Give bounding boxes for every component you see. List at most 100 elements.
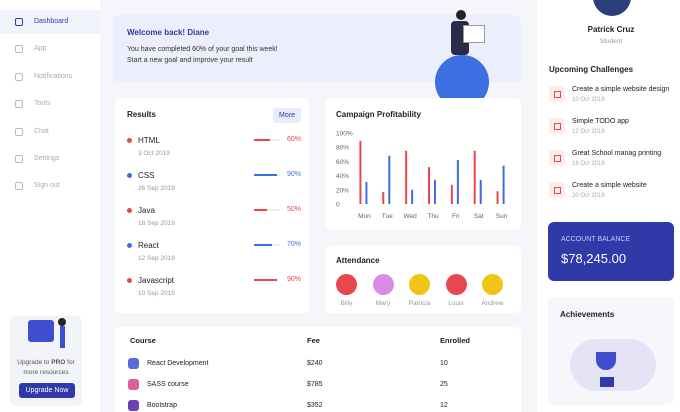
y-tick-label: 100% [336, 131, 353, 138]
nav-item[interactable]: App [34, 45, 47, 53]
result-percent: 70% [286, 241, 301, 248]
result-percent: 90% [286, 276, 301, 283]
nav-item[interactable]: Tools [34, 100, 51, 108]
column-header: Fee [307, 336, 320, 345]
result-dot [127, 138, 132, 143]
attendee-name: Mary [375, 300, 391, 307]
x-tick-label: Thu [427, 213, 439, 220]
column-header: Enrolled [440, 336, 471, 345]
profile-name: Patrick Cruz [587, 25, 635, 34]
x-tick-label: Fri [452, 213, 460, 220]
challenge-icon [549, 118, 565, 134]
course-enrolled: 25 [440, 381, 448, 388]
course-icon [128, 358, 139, 369]
progress-track [254, 209, 280, 211]
courses-table: Course Fee Enrolled React Development $240 10… [115, 327, 521, 412]
x-tick-label: Wed [404, 213, 418, 220]
result-percent: 60% [286, 136, 301, 143]
balance-amount: $78,245.00 [561, 251, 627, 266]
more-button[interactable]: More [273, 108, 301, 123]
nav-icon [15, 100, 23, 109]
bar [473, 150, 476, 204]
challenge-icon [554, 187, 561, 194]
achievements-illustration [596, 352, 616, 370]
welcome-banner: Welcome back! Diane You have completed 6… [113, 10, 521, 109]
nav-icon [15, 72, 23, 81]
y-tick-label: 0 [336, 202, 340, 209]
sidebar: Upgrade to PRO for more resources Upgrad… [0, 0, 100, 412]
avatar [336, 274, 357, 295]
results-card: Results More HTML 3 Oct 2019 60% CSS 26 Sep … [115, 98, 309, 313]
welcome-illustration [463, 25, 485, 43]
attendee-name: Patricia [408, 300, 431, 307]
bar [365, 181, 368, 204]
result-dot [127, 208, 132, 213]
attendee-name: Andrew [481, 300, 504, 307]
achievements-title: Achievements [560, 310, 615, 319]
bar [428, 167, 430, 204]
challenge-icon [554, 123, 561, 130]
bar [359, 140, 362, 204]
welcome-line: You have completed 60% of your goal this… [127, 46, 278, 53]
upgrade-text: for more resources [23, 359, 75, 376]
result-percent: 90% [286, 171, 301, 178]
challenge-title: Create a simple website design [572, 86, 670, 93]
x-tick-label: Sun [496, 213, 508, 220]
x-tick-label: Tue [382, 213, 393, 220]
avatar [445, 274, 467, 295]
results-title: Results [127, 110, 156, 119]
achievements-illustration [600, 377, 614, 387]
progress-bar [254, 139, 270, 141]
profile-avatar [593, 0, 631, 16]
course-fee: $240 [307, 360, 323, 367]
x-tick-label: Sat [474, 213, 484, 220]
course-enrolled: 10 [440, 360, 448, 367]
attendee-name: Billy [340, 300, 353, 307]
challenge-icon [549, 182, 565, 198]
challenge-title: Simple TODO app [572, 118, 629, 125]
campaign-card: Campaign Profitability 0 20% 40% 60% 80% 100%… [325, 98, 521, 230]
upgrade-button[interactable]: Upgrade Now [19, 383, 75, 398]
nav-icon [15, 45, 23, 54]
upgrade-text: Upgrade to PRO for more resources [10, 358, 82, 378]
nav-item[interactable]: Notifications [34, 72, 73, 80]
y-tick-label: 40% [336, 173, 349, 180]
nav-item[interactable]: Chat [34, 127, 49, 135]
result-name: React [138, 241, 159, 250]
y-tick-label: 80% [336, 145, 349, 152]
nav-item[interactable]: Dashboard [34, 18, 69, 25]
progress-bar [254, 209, 267, 211]
course-name: SASS course [147, 381, 189, 388]
course-icon [128, 400, 139, 411]
welcome-line: Start a new goal and improve your result [127, 57, 253, 64]
upgrade-text: Upgrade to [17, 359, 50, 366]
nav-active [0, 10, 100, 34]
challenge-icon [549, 150, 565, 166]
avatar [482, 274, 503, 295]
progress-bar [254, 244, 273, 246]
profile-role: Student [599, 38, 623, 45]
course-name: Bootstrap [147, 402, 177, 409]
bar [382, 191, 385, 204]
upgrade-box: Upgrade to PRO for more resources Upgrad… [10, 316, 82, 406]
challenge-title: Great School manag printing [572, 150, 662, 157]
challenge-date: 20 Oct 2019 [572, 193, 605, 199]
column-header: Course [130, 336, 156, 345]
upgrade-illustration [28, 320, 54, 342]
attendance-card: Attendance Billy Mary Patricia Louis Andrew [325, 246, 521, 313]
challenge-title: Create a simple website [572, 182, 647, 189]
upgrade-highlight: PRO [51, 359, 66, 366]
nav-item[interactable]: Settings [34, 155, 60, 162]
nav-item[interactable]: Sign out [34, 182, 60, 190]
result-name: CSS [138, 171, 155, 180]
bar [405, 150, 408, 204]
upgrade-illustration [58, 318, 66, 326]
nav-icon [15, 18, 23, 26]
course-name: React Development [147, 360, 209, 367]
course-icon [128, 379, 139, 390]
challenge-date: 10 Oct 2019 [572, 97, 605, 103]
bar [388, 155, 391, 204]
result-date: 26 Sep 2019 [138, 185, 175, 192]
campaign-title: Campaign Profitability [336, 110, 421, 119]
